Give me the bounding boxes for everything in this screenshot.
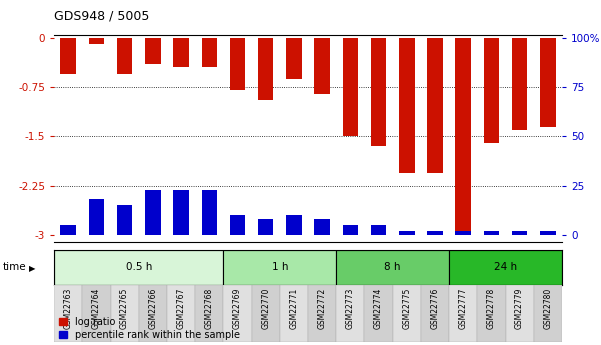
Bar [421, 285, 449, 342]
Text: GSM22775: GSM22775 [402, 287, 411, 329]
Bar [336, 250, 449, 285]
Bar [54, 285, 82, 342]
Bar [364, 285, 392, 342]
Text: GSM22763: GSM22763 [64, 287, 73, 329]
Text: GSM22766: GSM22766 [148, 287, 157, 329]
Bar [540, 231, 555, 235]
Bar [540, 38, 555, 127]
Bar [82, 285, 111, 342]
Bar [308, 285, 336, 342]
Bar [449, 250, 562, 285]
Bar [392, 285, 421, 342]
Bar [456, 38, 471, 235]
Text: GSM22776: GSM22776 [430, 287, 439, 329]
Text: time: time [3, 263, 26, 272]
Text: GSM22764: GSM22764 [92, 287, 101, 329]
Bar [145, 190, 160, 235]
Bar [314, 38, 330, 93]
Bar [117, 205, 132, 235]
Bar [314, 219, 330, 235]
Bar [54, 250, 224, 285]
Bar [230, 215, 245, 235]
Text: 0.5 h: 0.5 h [126, 263, 152, 272]
Bar [61, 38, 76, 74]
Legend: log ratio, percentile rank within the sample: log ratio, percentile rank within the sa… [59, 317, 240, 340]
Bar [512, 38, 527, 130]
Bar [89, 199, 104, 235]
Text: GSM22770: GSM22770 [261, 287, 270, 329]
Bar [145, 38, 160, 64]
Bar [224, 285, 252, 342]
Bar [534, 285, 562, 342]
Bar [201, 38, 217, 67]
Bar [258, 38, 273, 100]
Text: ▶: ▶ [29, 264, 35, 273]
Bar [117, 38, 132, 74]
Text: GSM22773: GSM22773 [346, 287, 355, 329]
Bar [336, 285, 364, 342]
Bar [399, 38, 415, 172]
Text: 8 h: 8 h [385, 263, 401, 272]
Text: GSM22765: GSM22765 [120, 287, 129, 329]
Bar [201, 190, 217, 235]
Text: 1 h: 1 h [272, 263, 288, 272]
Bar [484, 38, 499, 143]
Bar [230, 38, 245, 90]
Bar [258, 219, 273, 235]
Bar [512, 231, 527, 235]
Bar [139, 285, 167, 342]
Bar [343, 38, 358, 136]
Text: GSM22768: GSM22768 [205, 287, 214, 329]
Bar [371, 225, 386, 235]
Bar [427, 38, 443, 172]
Bar [195, 285, 224, 342]
Bar [89, 38, 104, 45]
Text: GSM22771: GSM22771 [290, 287, 299, 329]
Bar [286, 215, 302, 235]
Text: GSM22779: GSM22779 [515, 287, 524, 329]
Bar [173, 38, 189, 67]
Bar [427, 231, 443, 235]
Text: GSM22769: GSM22769 [233, 287, 242, 329]
Text: 24 h: 24 h [494, 263, 517, 272]
Bar [399, 231, 415, 235]
Text: GSM22767: GSM22767 [177, 287, 186, 329]
Bar [173, 190, 189, 235]
Bar [456, 231, 471, 235]
Bar [449, 285, 477, 342]
Text: GSM22780: GSM22780 [543, 287, 552, 329]
Bar [252, 285, 280, 342]
Text: GSM22777: GSM22777 [459, 287, 468, 329]
Bar [167, 285, 195, 342]
Bar [224, 250, 336, 285]
Bar [111, 285, 139, 342]
Bar [477, 285, 505, 342]
Text: GSM22778: GSM22778 [487, 287, 496, 329]
Bar [484, 231, 499, 235]
Bar [61, 225, 76, 235]
Bar [343, 225, 358, 235]
Bar [505, 285, 534, 342]
Text: GDS948 / 5005: GDS948 / 5005 [54, 9, 150, 22]
Bar [371, 38, 386, 146]
Bar [286, 38, 302, 79]
Text: GSM22772: GSM22772 [317, 287, 326, 329]
Text: GSM22774: GSM22774 [374, 287, 383, 329]
Bar [280, 285, 308, 342]
